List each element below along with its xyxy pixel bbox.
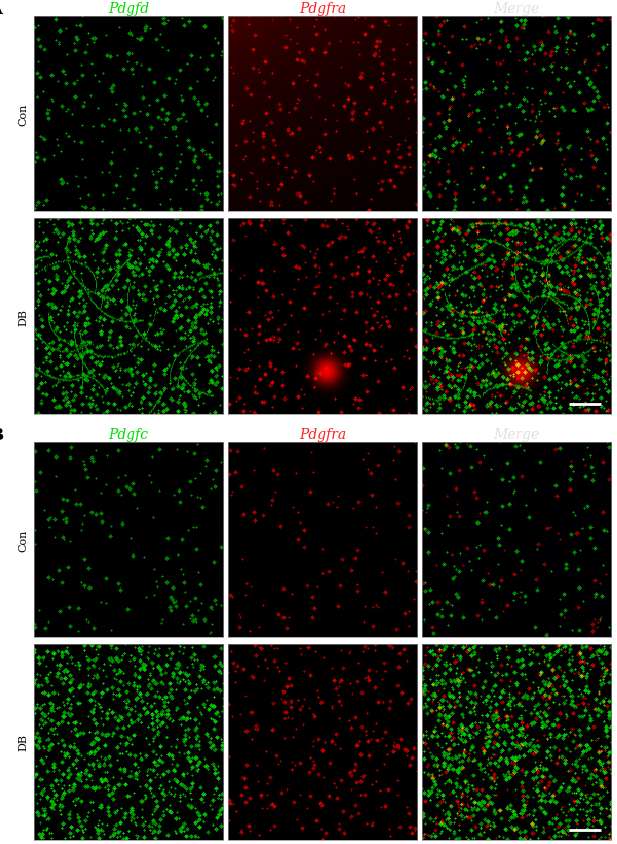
Title: Pdgfra: Pdgfra	[299, 2, 346, 16]
Y-axis label: Con: Con	[19, 103, 28, 126]
Title: Merge: Merge	[493, 2, 539, 16]
Y-axis label: Con: Con	[19, 528, 28, 551]
Y-axis label: DB: DB	[19, 733, 28, 750]
Title: Merge: Merge	[493, 427, 539, 441]
Title: Pdgfc: Pdgfc	[109, 427, 149, 441]
Text: A: A	[0, 1, 2, 18]
Text: B: B	[0, 426, 4, 443]
Title: Pdgfra: Pdgfra	[299, 427, 346, 441]
Title: Pdgfd: Pdgfd	[108, 2, 149, 16]
Y-axis label: DB: DB	[19, 308, 28, 325]
